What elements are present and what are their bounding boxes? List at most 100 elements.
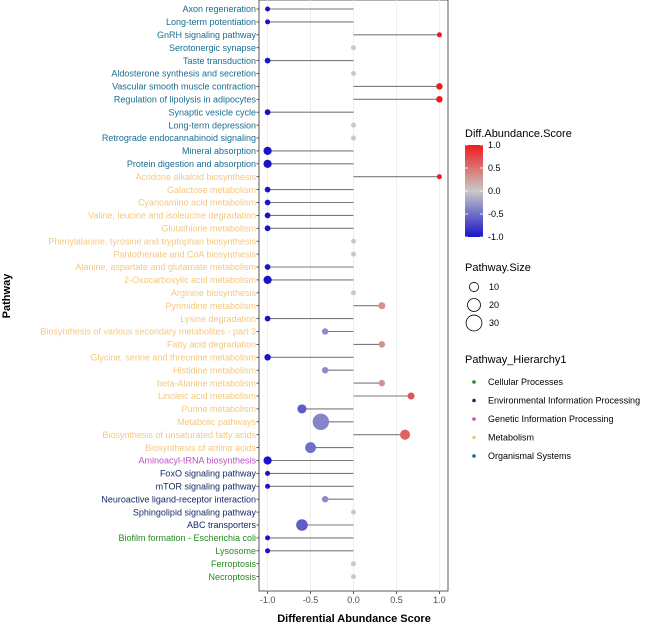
dot-15 [264, 199, 271, 206]
size-legend-circle-0 [469, 282, 479, 292]
color-tick-label-4: -1.0 [488, 232, 504, 242]
color-tick-label-1: 0.5 [488, 163, 501, 173]
pathway-label-19: Pantothenate and CoA biosynthesis [113, 249, 256, 259]
x-axis-ticks: -1.0 -0.5 0.0 0.5 1.0 [260, 591, 446, 605]
hierarchy-legend-title: Pathway_Hierarchy1 [465, 354, 567, 366]
dot-1 [265, 19, 271, 25]
pathway-label-26: Fatty acid degradation [167, 340, 256, 350]
dot-8 [264, 109, 271, 116]
dot-7 [436, 96, 443, 103]
x-tick-label-0: -1.0 [260, 595, 276, 605]
dot-6 [436, 83, 443, 90]
color-legend-ticks: 1.0 0.5 0.0 -0.5 -1.0 [465, 140, 504, 242]
dot-4 [264, 57, 271, 64]
size-legend-items: 10 20 30 [465, 282, 499, 332]
hierarchy-legend: Pathway_Hierarchy1 Cellular Processes Env… [465, 354, 640, 461]
pathway-label-42: Lysosome [215, 546, 256, 556]
pathway-label-40: ABC transporters [187, 520, 257, 530]
pathway-label-27: Glycine, serine and threonine metabolism [90, 353, 256, 363]
dot-14 [264, 186, 271, 193]
pathway-label-43: Ferroptosis [211, 559, 257, 569]
hierarchy-legend-dot-4 [472, 454, 476, 458]
pathway-label-11: Mineral absorption [182, 146, 256, 156]
pathway-label-34: Biosynthesis of amino acids [145, 443, 257, 453]
pathway-label-17: Glutathione metabolism [161, 224, 256, 234]
pathway-label-7: Regulation of lipolysis in adipocytes [114, 95, 257, 105]
pathway-label-4: Taste transduction [183, 56, 256, 66]
hierarchy-legend-items: Cellular Processes Environmental Informat… [472, 377, 640, 461]
pathway-label-41: Biofilm formation - Escherichia coli [118, 533, 256, 543]
hierarchy-legend-dot-1 [472, 398, 476, 403]
dot-33 [400, 429, 411, 440]
dot-34 [305, 442, 316, 454]
dot-26 [378, 341, 386, 348]
hierarchy-legend-label-2: Genetic Information Processing [488, 414, 614, 424]
dot-38 [321, 495, 329, 503]
pathway-labels: Axon regeneration Long-term potentiation G… [40, 4, 259, 582]
hierarchy-legend-dot-3 [472, 435, 476, 440]
dot-19 [350, 251, 357, 257]
pathway-label-5: Aldosterone synthesis and secretion [111, 69, 256, 79]
hierarchy-legend-label-4: Organismal Systems [488, 451, 572, 461]
pathway-label-13: Acridone alkaloid biosynthesis [135, 172, 256, 182]
color-legend-title: Diff.Abundance.Score [465, 128, 572, 140]
color-tick-label-3: -0.5 [488, 209, 504, 219]
dot-9 [350, 122, 357, 128]
pathway-label-22: Arginine biosynthesis [171, 288, 257, 298]
dot-0 [265, 6, 271, 12]
pathway-label-10: Retrograde endocannabinoid signaling [102, 133, 256, 143]
pathway-label-35: Aminoacyl-tRNA biosynthesis [138, 456, 256, 466]
size-legend-circle-1 [467, 298, 481, 312]
pathway-label-38: Neuroactive ligand-receptor interaction [101, 494, 256, 504]
pathway-label-28: Histidine metabolism [173, 365, 256, 375]
pathway-label-1: Long-term potentiation [166, 17, 256, 27]
hierarchy-legend-label-3: Metabolism [488, 433, 534, 443]
pathway-label-2: GnRH signaling pathway [157, 30, 257, 40]
pathway-label-25: Biosynthesis of various secondary metabo… [40, 327, 256, 337]
dot-29 [378, 379, 386, 387]
dot-18 [350, 238, 357, 244]
dot-2 [436, 32, 442, 38]
color-legend: Diff.Abundance.Score 1.0 0.5 0.0 -0.5 -1.0 [465, 128, 572, 242]
dot-41 [265, 535, 271, 541]
pathway-label-39: Sphingolipid signaling pathway [133, 507, 257, 517]
pathway-label-36: FoxO signaling pathway [160, 469, 257, 479]
dot-42 [265, 548, 271, 554]
pathway-label-24: Lysine degradation [180, 314, 256, 324]
dot-11 [263, 146, 272, 156]
color-tick-label-0: 1.0 [488, 140, 501, 150]
dot-12 [263, 159, 272, 168]
pathway-label-29: beta-Alanine metabolism [157, 378, 256, 388]
pathway-label-15: Cyanoamino acid metabolism [138, 198, 256, 208]
hierarchy-legend-dot-0 [472, 380, 476, 384]
dot-30 [407, 392, 415, 400]
pathway-label-23: Pyrimidine metabolism [165, 301, 256, 311]
pathway-label-14: Galactose metabolism [167, 185, 256, 195]
size-legend-label-2: 30 [489, 318, 499, 328]
dot-43 [350, 561, 357, 567]
dot-44 [350, 574, 357, 580]
pathway-label-9: Long-term depression [168, 120, 256, 130]
dot-28 [321, 366, 329, 374]
x-tick-label-2: 0.0 [347, 595, 360, 605]
pathway-label-32: Metabolic pathways [177, 417, 257, 427]
pathway-label-37: mTOR signaling pathway [156, 482, 257, 492]
size-legend: Pathway.Size 10 20 30 [465, 262, 531, 332]
dot-31 [297, 404, 307, 414]
dot-10 [350, 135, 357, 141]
hierarchy-legend-dot-2 [472, 417, 476, 421]
dot-20 [264, 264, 271, 270]
dot-3 [350, 45, 357, 51]
size-legend-label-1: 20 [489, 300, 499, 310]
dot-27 [264, 354, 271, 361]
dot-23 [378, 302, 386, 310]
dot-24 [264, 315, 271, 322]
dot-37 [265, 483, 271, 489]
pathway-label-0: Axon regeneration [182, 4, 256, 14]
pathway-label-30: Linoleic acid metabolism [158, 391, 256, 401]
pathway-label-6: Vascular smooth muscle contraction [112, 82, 256, 92]
dot-21 [263, 275, 272, 285]
grid-lines [267, 0, 440, 591]
dot-39 [350, 509, 357, 515]
